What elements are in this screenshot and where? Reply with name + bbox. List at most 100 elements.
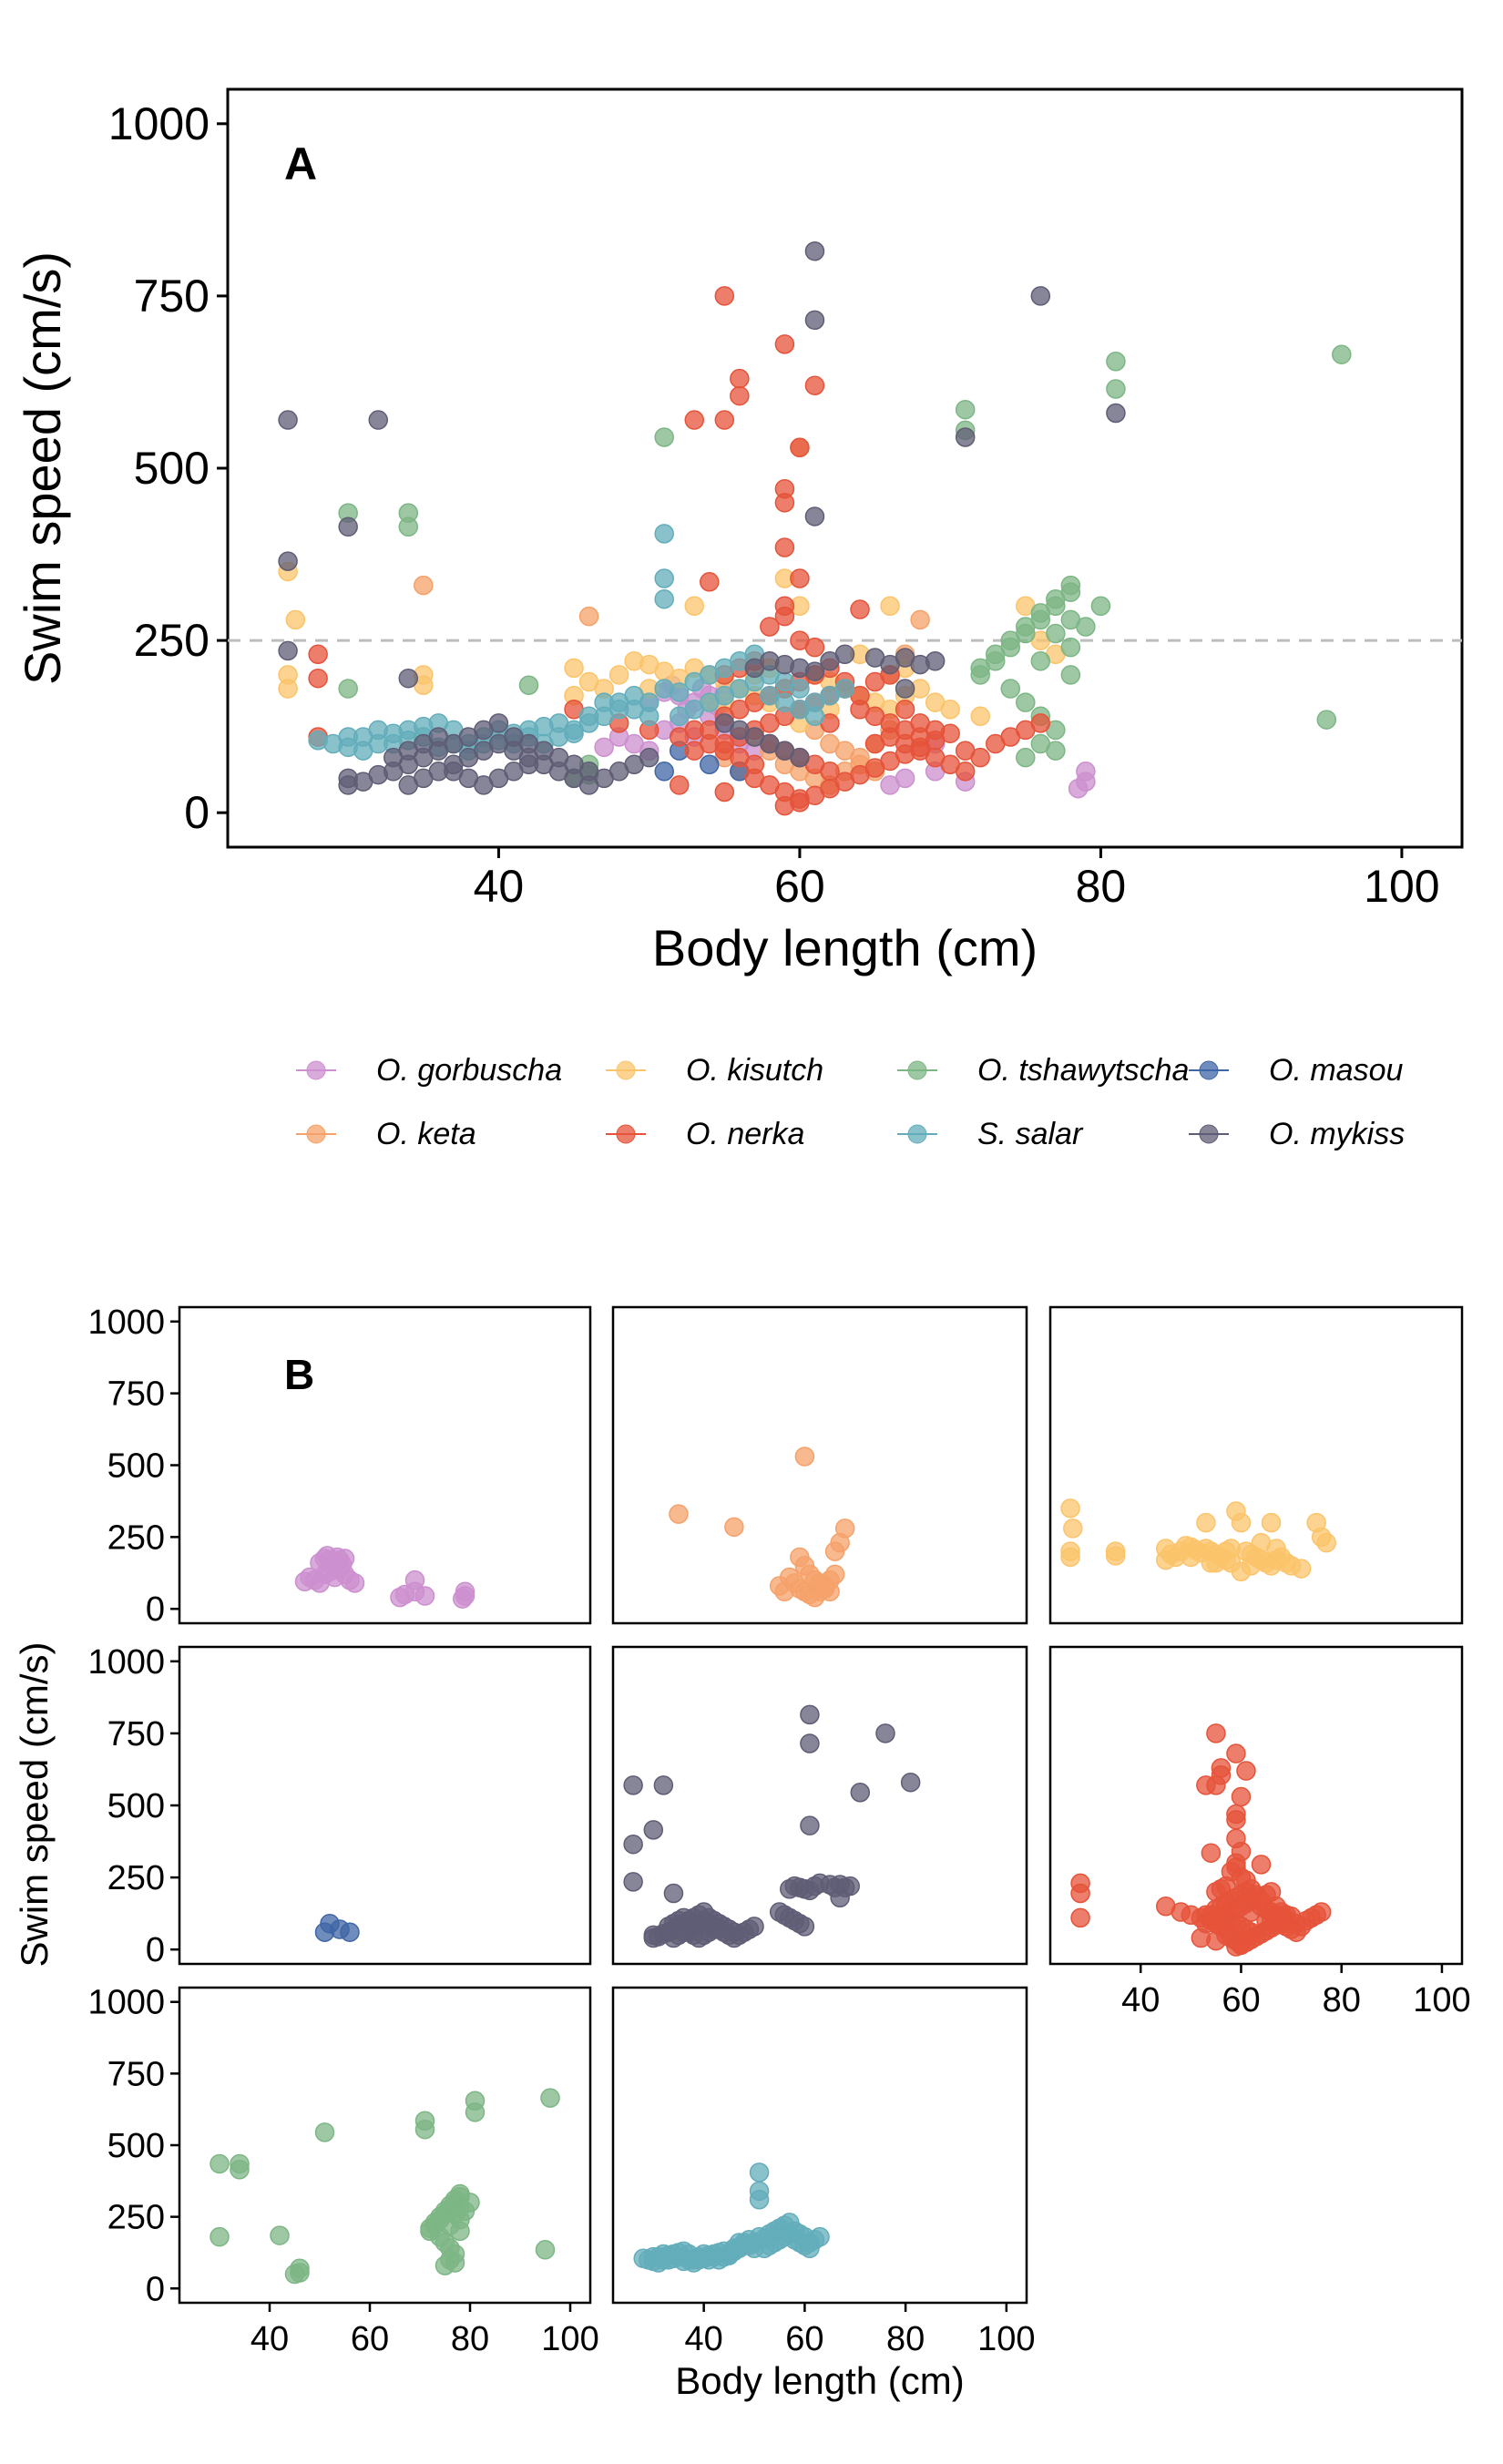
y-tick-label: 500 — [107, 1447, 165, 1486]
data-point — [1226, 1810, 1246, 1830]
data-point — [278, 551, 298, 571]
panel-a-points — [278, 240, 1352, 816]
data-point — [414, 575, 434, 596]
facet-series-o-kisutch — [1060, 1498, 1336, 1581]
data-point — [639, 706, 659, 727]
data-point — [285, 609, 306, 630]
data-point — [703, 1919, 724, 1939]
panel-label-b: B — [284, 1351, 314, 1398]
data-point — [714, 782, 735, 803]
data-point — [804, 706, 825, 727]
x-axis-label: Body length (cm) — [652, 919, 1038, 976]
x-tick-label: 40 — [250, 2320, 289, 2358]
facet-o-gorbuscha: 0 250 500 750 1000 — [87, 1304, 592, 1629]
data-point — [790, 747, 810, 768]
data-point — [669, 775, 690, 795]
facet-series-s-salar — [633, 2162, 830, 2273]
data-point — [1196, 1775, 1216, 1795]
data-point — [714, 286, 735, 306]
data-point — [749, 2190, 770, 2210]
data-point — [278, 410, 298, 430]
facet-frame — [1048, 1305, 1464, 1625]
x-tick-label: 80 — [1076, 861, 1127, 912]
data-point — [654, 588, 674, 609]
data-point — [1181, 1547, 1201, 1568]
data-point — [1060, 1498, 1080, 1518]
facet-o-nerka: 40 60 80 100 — [1048, 1645, 1471, 2019]
facet-frame — [178, 1305, 592, 1625]
data-point — [1311, 1902, 1332, 1922]
facet-series-o-masou — [314, 1913, 360, 1942]
data-point — [1206, 1723, 1226, 1743]
data-point — [1231, 1786, 1252, 1807]
data-point — [895, 768, 915, 789]
data-point — [800, 1704, 820, 1725]
data-point — [654, 762, 674, 782]
legend-key-dot — [616, 1124, 636, 1144]
data-point — [639, 747, 659, 768]
data-point — [850, 1783, 871, 1803]
facet-y-axis-label: Swim speed (cm/s) — [13, 1641, 56, 1967]
facet-frame — [1048, 1645, 1464, 1966]
y-axis-label: Swim speed (cm/s) — [14, 251, 71, 685]
legend-label: O. mykiss — [1269, 1117, 1405, 1151]
x-tick-label: 100 — [1364, 861, 1439, 912]
data-point — [804, 506, 825, 527]
data-point — [730, 747, 750, 768]
data-point — [724, 1517, 744, 1538]
data-point — [284, 2264, 305, 2285]
data-point — [210, 2226, 230, 2247]
data-point — [623, 1775, 643, 1795]
data-point — [338, 727, 358, 747]
data-point — [308, 644, 328, 664]
facet-series-o-mykiss — [623, 1704, 921, 1948]
legend-label: O. gorbuscha — [376, 1053, 562, 1088]
data-point — [955, 762, 976, 782]
data-point — [1000, 679, 1021, 699]
data-point — [669, 1504, 689, 1524]
legend-item-o-gorbuscha: O. gorbuscha — [296, 1053, 562, 1088]
data-point — [714, 733, 735, 754]
legend-label: O. kisutch — [686, 1053, 823, 1088]
data-point — [824, 1564, 845, 1585]
data-point — [643, 1820, 664, 1840]
data-point — [774, 493, 795, 513]
data-point — [338, 516, 358, 537]
x-tick-label: 60 — [774, 861, 825, 912]
data-point — [1261, 1512, 1282, 1533]
x-tick-label: 60 — [1222, 1981, 1260, 2019]
legend-key-dot — [907, 1124, 927, 1144]
facet-frame — [611, 1645, 1028, 1966]
data-point — [623, 1834, 643, 1855]
data-point — [794, 1917, 815, 1937]
data-point — [985, 644, 1006, 664]
data-point — [654, 524, 674, 544]
facet-x-axis-label: Body length (cm) — [675, 2359, 964, 2402]
data-point — [278, 640, 298, 661]
data-point — [1060, 1547, 1080, 1568]
y-tick-label: 1000 — [87, 1643, 165, 1682]
legend-label: O. masou — [1269, 1053, 1403, 1088]
series-o-kisutch — [278, 561, 1066, 733]
data-point — [1332, 344, 1352, 364]
data-point — [1236, 1761, 1256, 1781]
facet-o-kisutch — [1048, 1305, 1464, 1625]
legend-label: O. tshawytscha — [977, 1053, 1189, 1088]
y-tick-label: 0 — [146, 2270, 165, 2308]
facet-s-salar: 40 60 80 100 — [611, 1986, 1036, 2358]
data-point — [850, 599, 870, 619]
data-point — [790, 437, 810, 458]
data-point — [749, 2162, 770, 2183]
y-tick-label: 250 — [134, 615, 210, 666]
data-point — [594, 706, 614, 727]
data-point — [1070, 1883, 1090, 1904]
data-point — [724, 1927, 744, 1948]
data-point — [1196, 1913, 1216, 1934]
data-point — [804, 661, 825, 681]
facet-o-masou: 0 250 500 750 1000 — [87, 1643, 592, 1969]
data-point — [800, 1815, 820, 1835]
panel-a: 0 250 500 750 1000 40 60 80 100 Body length (cm) S… — [14, 87, 1464, 976]
data-point — [578, 606, 599, 627]
data-point — [1076, 617, 1096, 637]
data-point — [1106, 352, 1126, 372]
